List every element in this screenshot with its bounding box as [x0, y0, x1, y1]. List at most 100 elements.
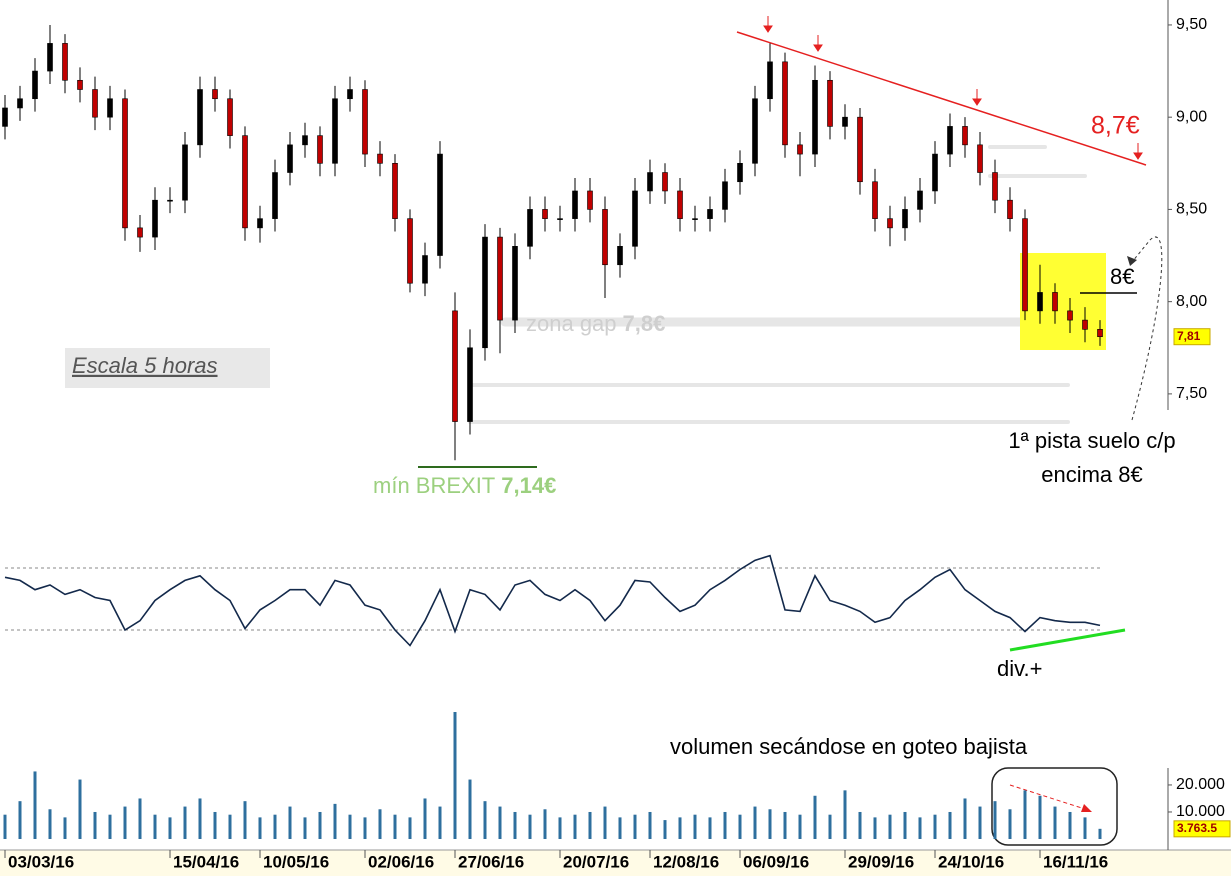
trend-line: [736, 31, 1147, 166]
volume-bar: [33, 771, 37, 839]
volume-bar: [1068, 811, 1072, 839]
candle-body: [317, 135, 323, 164]
volume-note: volumen secándose en goteo bajista: [670, 734, 1028, 759]
gap-zone-label: zona gap 7,8€: [526, 311, 665, 336]
volume-bar: [1008, 809, 1012, 839]
volume-bar: [663, 820, 667, 839]
candle-body: [767, 61, 773, 100]
x-tick-label: 20/07/16: [563, 852, 629, 871]
candle-body: [347, 89, 353, 100]
volume-bar: [858, 811, 862, 839]
x-tick-label: 02/06/16: [368, 852, 434, 871]
x-tick-label: 16/11/16: [1043, 852, 1108, 871]
volume-bar: [258, 817, 262, 839]
volume-bar: [723, 811, 727, 839]
volume-bar: [693, 814, 697, 839]
y-tick-label: 9,50: [1176, 16, 1207, 33]
candle-body: [107, 98, 113, 118]
candle-body: [782, 61, 788, 146]
candle-body: [872, 181, 878, 219]
candle-body: [992, 172, 998, 201]
candle-body: [17, 98, 23, 109]
volume-bar: [873, 817, 877, 839]
volume-bar: [18, 801, 22, 839]
volume-bar: [933, 814, 937, 839]
x-axis-band: [0, 850, 1231, 876]
volume-bar: [813, 795, 817, 839]
last-value-label: 3.763.5: [1177, 821, 1217, 835]
candle-body: [827, 79, 833, 127]
candle-body: [1052, 292, 1058, 312]
volume-bar: [453, 712, 457, 839]
volume-bar: [1098, 828, 1102, 839]
volume-bar: [888, 814, 892, 839]
candle-body: [422, 255, 428, 284]
x-tick-label: 12/08/16: [653, 852, 719, 871]
candle-body: [857, 116, 863, 183]
trend-target: 8,7€: [1091, 112, 1140, 140]
y-tick-label: 8,00: [1176, 293, 1207, 310]
scale-note: Escala 5 horas: [72, 353, 218, 378]
volume-highlight: [991, 767, 1118, 846]
candle-body: [737, 163, 743, 183]
volume-bar: [123, 806, 127, 839]
candle-body: [1097, 329, 1103, 338]
gap-zone-text: zona gap: [526, 311, 617, 336]
candle-body: [1037, 292, 1043, 312]
candle-body: [197, 89, 203, 146]
candle-body: [182, 144, 188, 201]
candle-body: [32, 70, 38, 100]
candle-body: [962, 126, 968, 146]
volume-bar: [993, 801, 997, 839]
volume-bar: [588, 811, 592, 839]
candle-body: [662, 172, 668, 192]
candle-body: [527, 209, 533, 247]
volume-trend-arrow: [1009, 784, 1089, 811]
volume-bar: [213, 811, 217, 839]
volume-bar: [603, 806, 607, 839]
y-tick-label: 10.000: [1176, 803, 1225, 820]
brexit-low-label: mín BREXIT 7,14€: [373, 473, 556, 498]
candle-body: [1007, 199, 1013, 219]
volume-bar: [138, 798, 142, 839]
candle-body: [332, 98, 338, 164]
candle-body: [92, 89, 98, 118]
last-value-box: [1173, 820, 1231, 838]
volume-bar: [288, 806, 292, 839]
candle-body: [542, 209, 548, 219]
volume-bar: [228, 814, 232, 839]
candle-body: [1022, 218, 1028, 312]
candle-body: [947, 126, 953, 155]
last-value-box: [1173, 328, 1211, 346]
candle-body: [212, 89, 218, 100]
volume-bar: [468, 779, 472, 839]
volume-bar: [798, 814, 802, 839]
candle-body: [122, 98, 128, 229]
curved-arrow: [1131, 236, 1163, 421]
level-label: 8€: [1110, 264, 1134, 289]
volume-bar: [348, 814, 352, 839]
candle-body: [602, 209, 608, 266]
y-tick-label: 9,00: [1176, 108, 1207, 125]
candle-body: [467, 347, 473, 422]
indicator-line: [4, 554, 1101, 647]
volume-bar: [1083, 817, 1087, 839]
candle-body: [842, 116, 848, 127]
x-tick-label: 15/04/16: [173, 852, 239, 871]
volume-bar: [948, 811, 952, 839]
gap-zones: [468, 145, 1087, 424]
volume-bar: [63, 817, 67, 839]
volume-bar: [618, 817, 622, 839]
x-tick-label: 06/09/16: [743, 852, 809, 871]
candle-body: [137, 227, 143, 238]
y-tick-label: 8,50: [1176, 201, 1207, 218]
candle-body: [617, 246, 623, 266]
candle-body: [437, 153, 443, 256]
volume-bar: [333, 803, 337, 839]
candle-body: [257, 218, 263, 229]
last-value-label: 7,81: [1177, 329, 1201, 343]
candle-body: [632, 190, 638, 247]
volume-bar: [363, 817, 367, 839]
candle-body: [362, 89, 368, 155]
